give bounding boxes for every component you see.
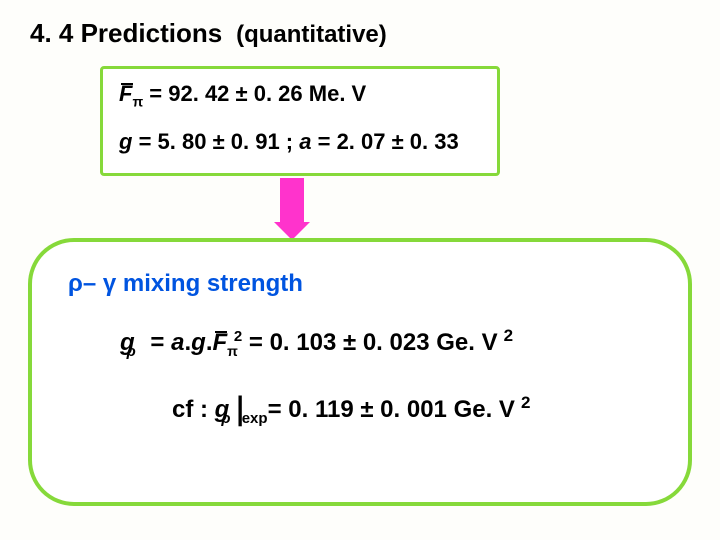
parameters-box: F π = 92. 42 ± 0. 26 Me. V g = 5. 80 ± 0… xyxy=(100,66,500,176)
title-sub: (quantitative) xyxy=(229,21,386,48)
fpi-value: = 92. 42 ± 0. 26 Me. V xyxy=(143,81,366,106)
pipe-symbol: | xyxy=(236,389,243,428)
g-value: = 5. 80 ± 0. 91 ; xyxy=(132,129,299,154)
fpi-subscript: π xyxy=(132,93,143,109)
g-symbol: g xyxy=(119,129,132,154)
g-a-line: g = 5. 80 ± 0. 91 ; a = 2. 07 ± 0. 33 xyxy=(119,129,481,155)
grho-exp-symbol: gρ xyxy=(215,396,239,424)
square-1: 2 xyxy=(234,328,242,345)
square-unit-1: 2 xyxy=(504,326,513,345)
a-in-eq: a xyxy=(171,329,184,356)
cf-prefix: cf : xyxy=(172,396,215,423)
down-arrow-icon xyxy=(274,178,310,240)
result-box: ρ– γ mixing strength gρ = a.g.Fπ2 = 0. 1… xyxy=(28,238,692,506)
g-in-eq: g xyxy=(191,329,206,356)
mixing-heading: ρ– γ mixing strength xyxy=(68,270,652,298)
grho-value: = 0. 103 ± 0. 023 Ge. V xyxy=(242,329,497,356)
title-main: 4. 4 Predictions xyxy=(30,18,222,48)
square-unit-2: 2 xyxy=(521,393,530,412)
fpi-line: F π = 92. 42 ± 0. 26 Me. V xyxy=(119,81,481,109)
grho-symbol: gρ xyxy=(120,329,144,357)
dot2: . xyxy=(206,329,213,356)
section-title: 4. 4 Predictions (quantitative) xyxy=(30,18,387,49)
grho-equation: gρ = a.g.Fπ2 = 0. 103 ± 0. 023 Ge. V2 xyxy=(120,326,652,359)
fpi-in-eq: F xyxy=(213,329,228,357)
fpi-symbol: F xyxy=(119,81,132,107)
a-symbol: a xyxy=(299,129,311,154)
cf-value: = 0. 119 ± 0. 001 Ge. V xyxy=(268,396,515,423)
cf-line: cf : gρ|exp= 0. 119 ± 0. 001 Ge. V2 xyxy=(172,393,652,427)
a-value: = 2. 07 ± 0. 33 xyxy=(312,129,459,154)
exp-subscript: exp xyxy=(242,410,268,427)
